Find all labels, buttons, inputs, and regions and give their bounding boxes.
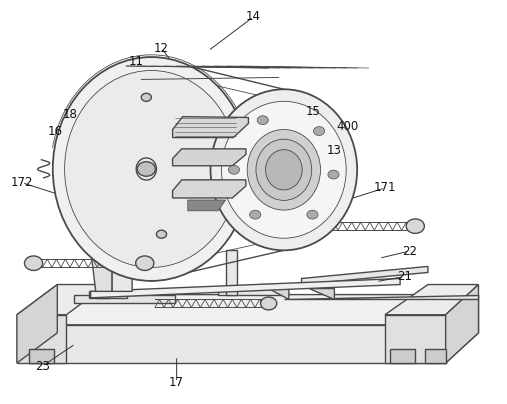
Text: 16: 16 xyxy=(48,125,63,138)
Polygon shape xyxy=(172,117,248,138)
Polygon shape xyxy=(17,315,66,363)
Polygon shape xyxy=(91,278,400,298)
Text: 11: 11 xyxy=(129,55,143,68)
Ellipse shape xyxy=(222,101,346,238)
Circle shape xyxy=(293,219,311,234)
Ellipse shape xyxy=(328,170,339,179)
Ellipse shape xyxy=(307,210,318,219)
Polygon shape xyxy=(425,349,446,363)
Circle shape xyxy=(24,256,43,270)
Polygon shape xyxy=(385,315,446,363)
Ellipse shape xyxy=(257,116,268,124)
Polygon shape xyxy=(226,250,237,295)
Text: 14: 14 xyxy=(246,10,261,23)
Ellipse shape xyxy=(210,89,357,250)
Polygon shape xyxy=(96,226,108,298)
Polygon shape xyxy=(112,226,132,291)
Polygon shape xyxy=(28,325,446,363)
Polygon shape xyxy=(89,291,127,298)
Text: 22: 22 xyxy=(402,244,417,258)
Text: 171: 171 xyxy=(374,181,396,194)
Ellipse shape xyxy=(53,57,250,281)
Ellipse shape xyxy=(247,130,320,210)
Polygon shape xyxy=(446,295,479,363)
Polygon shape xyxy=(390,349,415,363)
Circle shape xyxy=(261,297,277,310)
Text: 18: 18 xyxy=(63,108,78,121)
Text: 21: 21 xyxy=(396,270,412,283)
Polygon shape xyxy=(172,149,246,166)
Polygon shape xyxy=(309,288,335,299)
Polygon shape xyxy=(74,295,175,303)
Polygon shape xyxy=(172,180,246,198)
Polygon shape xyxy=(302,266,428,284)
Polygon shape xyxy=(28,349,54,363)
Circle shape xyxy=(406,219,424,234)
Text: 15: 15 xyxy=(306,105,320,118)
Text: 13: 13 xyxy=(327,144,342,157)
Text: 17: 17 xyxy=(169,376,184,389)
Polygon shape xyxy=(91,226,112,291)
Ellipse shape xyxy=(266,149,302,190)
Circle shape xyxy=(157,230,166,238)
Ellipse shape xyxy=(64,70,238,267)
Polygon shape xyxy=(28,295,479,325)
Polygon shape xyxy=(261,284,289,299)
Polygon shape xyxy=(218,288,284,295)
Polygon shape xyxy=(385,284,479,315)
Polygon shape xyxy=(446,284,479,363)
Text: 23: 23 xyxy=(34,360,50,373)
Circle shape xyxy=(137,162,156,176)
Ellipse shape xyxy=(256,139,312,200)
Text: 400: 400 xyxy=(336,120,358,133)
Circle shape xyxy=(141,93,152,101)
Polygon shape xyxy=(284,295,479,299)
Polygon shape xyxy=(188,200,226,211)
Text: 12: 12 xyxy=(154,42,169,55)
Ellipse shape xyxy=(313,126,324,135)
Ellipse shape xyxy=(249,210,261,219)
Text: 172: 172 xyxy=(11,176,33,189)
Polygon shape xyxy=(17,284,107,315)
Polygon shape xyxy=(17,284,57,363)
Circle shape xyxy=(136,256,154,270)
Ellipse shape xyxy=(229,165,239,174)
